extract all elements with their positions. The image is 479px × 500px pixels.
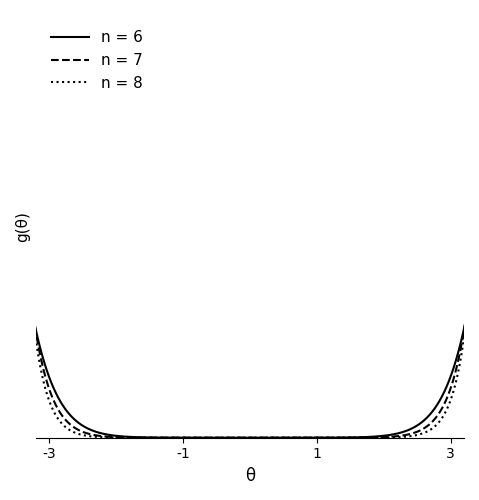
n = 7 [12, 114, 18, 120]
Y-axis label: g(θ): g(θ) [15, 211, 30, 242]
n = 7 [60, 414, 66, 420]
n = 8 [247, 434, 252, 440]
n = 6 [12, 194, 18, 200]
n = 7 [335, 434, 341, 440]
n = 6 [247, 434, 252, 440]
Legend: n = 6, n = 7, n = 8: n = 6, n = 7, n = 8 [43, 22, 151, 98]
n = 8 [378, 434, 384, 440]
n = 8 [12, 32, 18, 38]
Line: n = 8: n = 8 [15, 35, 479, 437]
n = 8 [202, 434, 208, 440]
n = 7 [247, 434, 252, 440]
Line: n = 7: n = 7 [15, 117, 479, 438]
n = 6 [60, 403, 66, 409]
Line: n = 6: n = 6 [15, 196, 479, 438]
n = 8 [60, 422, 66, 428]
n = 7 [202, 434, 208, 440]
n = 6 [202, 434, 208, 440]
n = 7 [378, 434, 384, 440]
n = 6 [335, 434, 341, 440]
n = 6 [387, 432, 393, 438]
n = 6 [219, 434, 225, 440]
n = 8 [387, 434, 393, 440]
X-axis label: θ: θ [245, 467, 255, 485]
n = 7 [387, 434, 393, 440]
n = 8 [219, 434, 225, 440]
n = 6 [378, 433, 384, 439]
n = 8 [335, 434, 341, 440]
n = 7 [219, 434, 225, 440]
